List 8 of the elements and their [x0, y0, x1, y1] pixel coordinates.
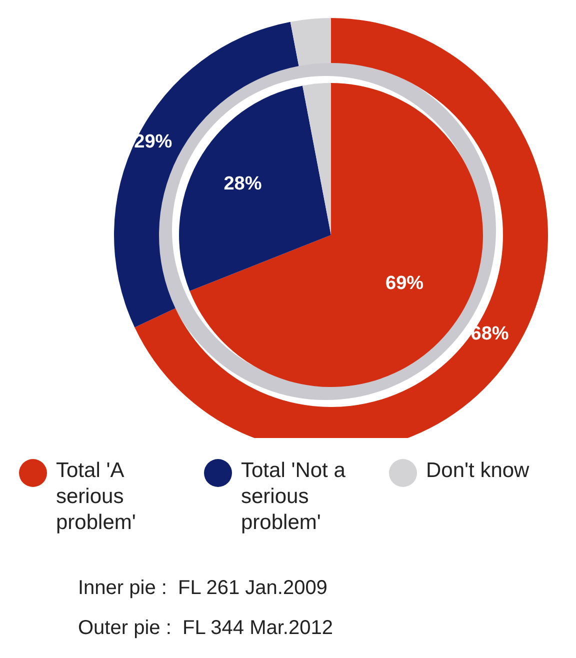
text: Inner pie : FL 261 Jan.2009 — [78, 576, 328, 601]
data-label: 28% — [224, 174, 262, 195]
legend-label: Total 'A serious problem' — [56, 458, 137, 536]
legend-label: Total 'Not a serious problem' — [241, 458, 346, 536]
data-label: 69% — [386, 272, 424, 294]
legend-label: Don't know — [426, 458, 530, 484]
data-label: 29% — [134, 131, 172, 152]
text: Outer pie : FL 344 Mar.2012 — [78, 616, 333, 641]
